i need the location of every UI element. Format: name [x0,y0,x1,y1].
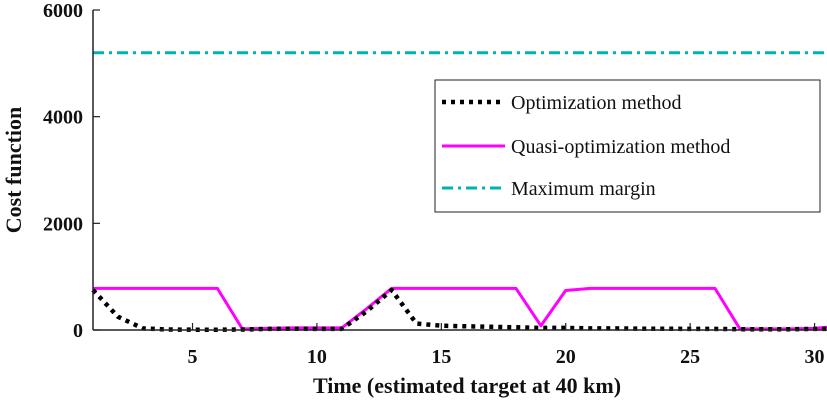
y-tick-label: 6000 [43,0,83,22]
y-tick-label: 0 [73,320,83,342]
x-tick-label: 10 [307,346,327,368]
legend-label: Optimization method [511,92,682,114]
x-ticks: 5 10 15 20 25 30 [188,323,825,368]
x-tick-label: 15 [431,346,451,368]
x-axis-label: Time (estimated target at 40 km) [313,373,621,398]
y-axis-label: Cost function [1,107,26,234]
series-line-quasi-optimization-method [93,286,827,331]
y-tick-label: 4000 [43,107,83,129]
y-tick-label: 2000 [43,213,83,235]
series-line-optimization-method [91,287,827,332]
x-tick-label: 30 [805,346,825,368]
legend: Optimization method Quasi-optimization me… [434,79,821,213]
axes [92,10,827,331]
x-tick-label: 20 [556,346,576,368]
legend-label: Maximum margin [511,178,656,200]
x-tick-label: 5 [188,346,198,368]
x-tick-label: 25 [680,346,700,368]
legend-label: Quasi-optimization method [511,136,730,158]
y-ticks: 0 2000 4000 6000 [43,0,100,342]
